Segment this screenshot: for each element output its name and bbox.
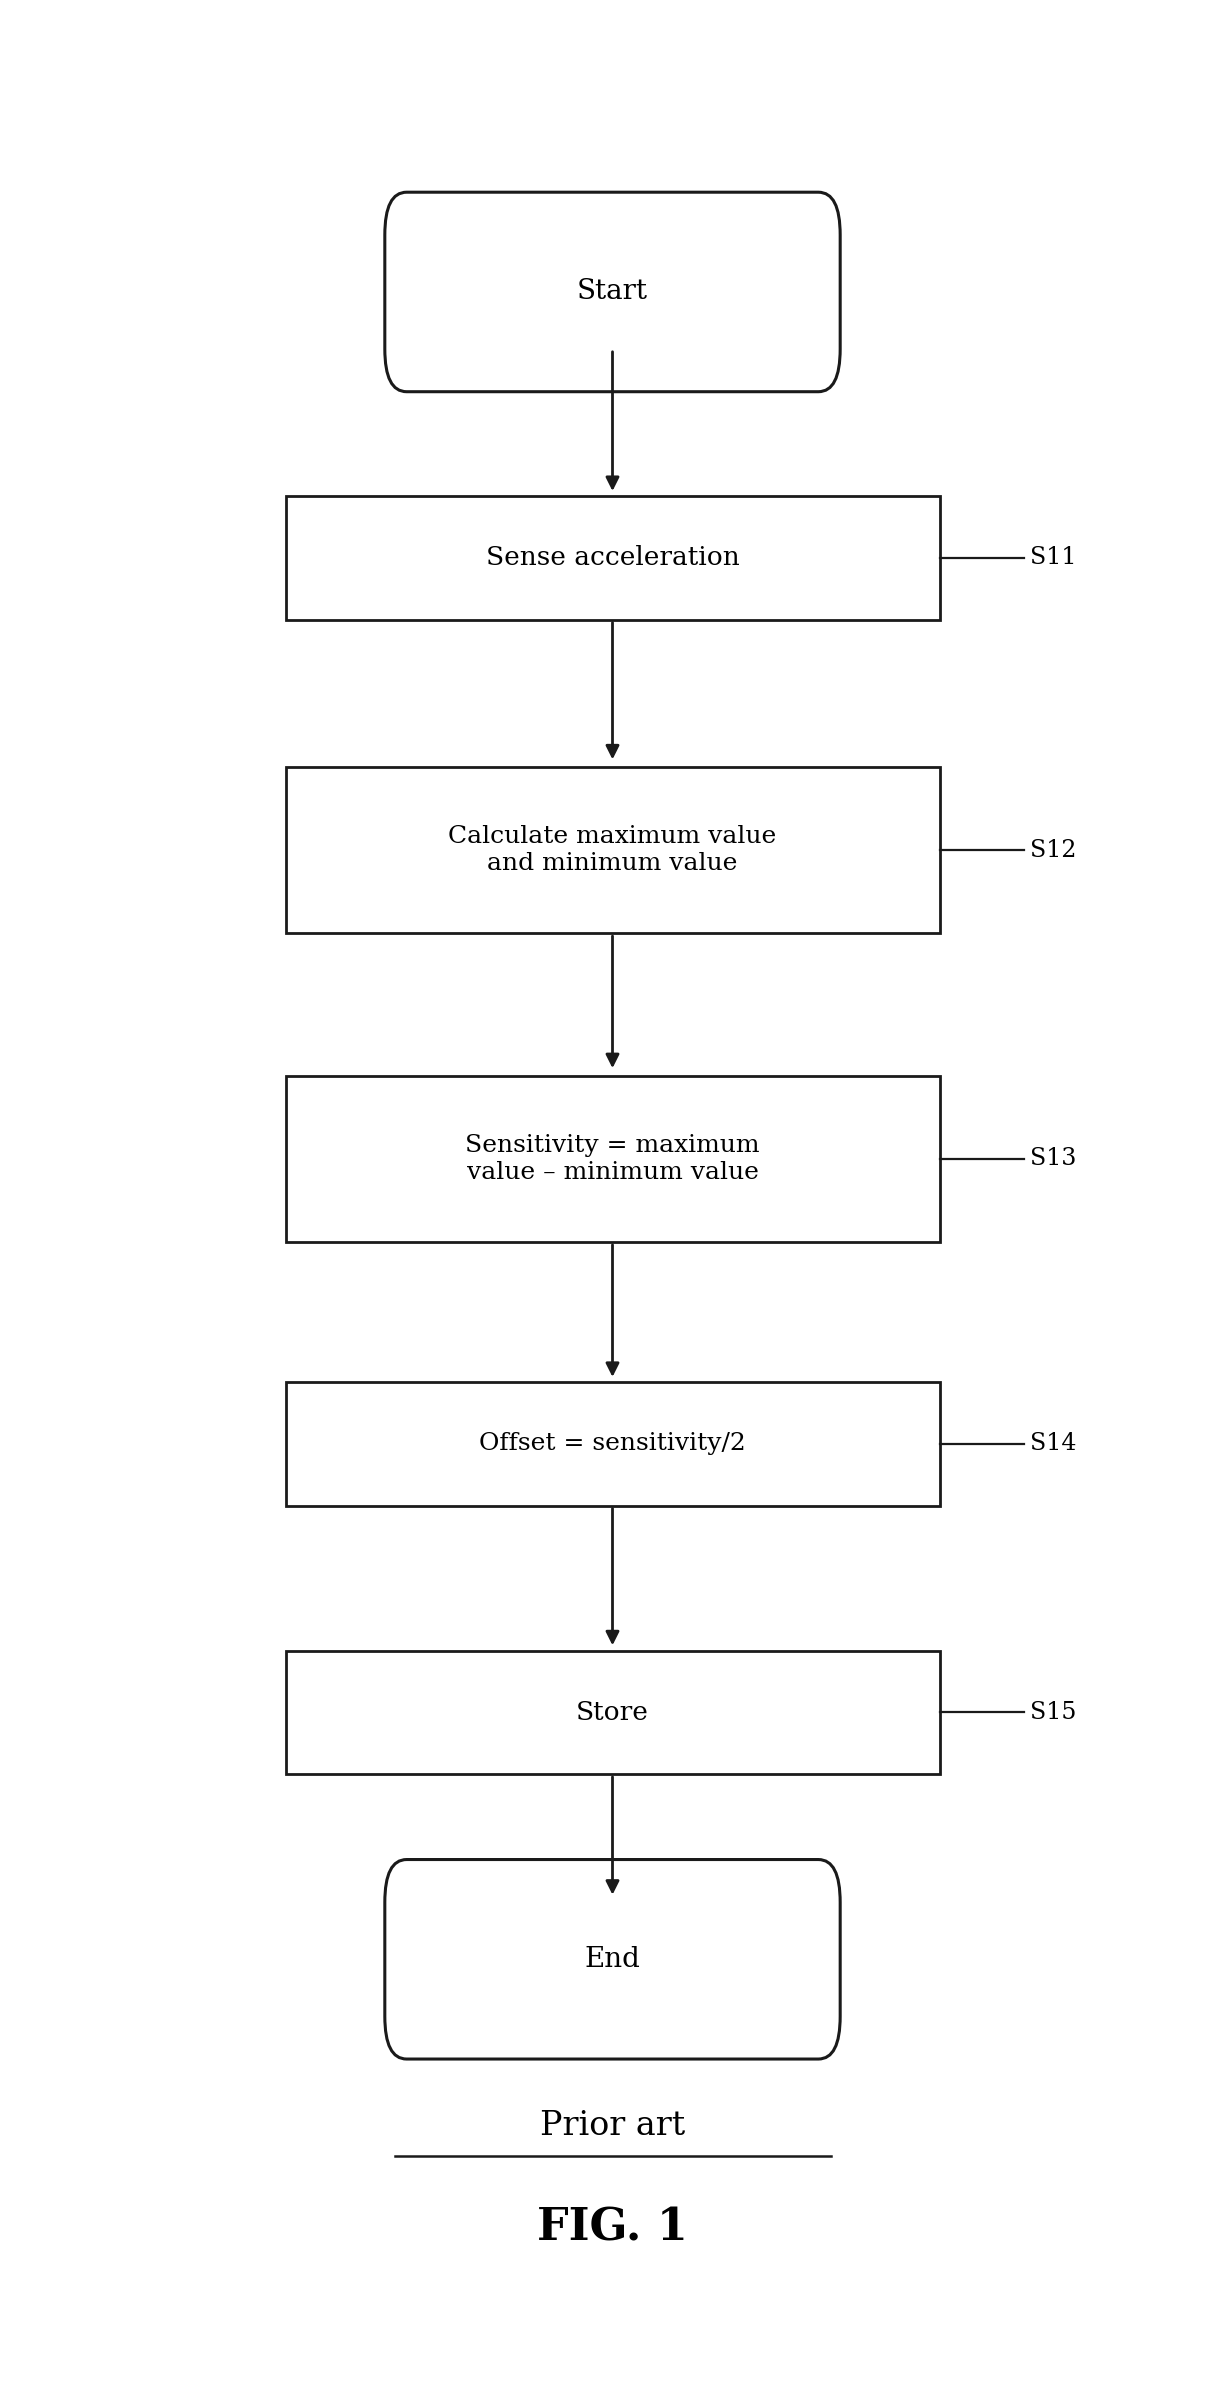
Text: FIG. 1: FIG. 1 — [537, 2205, 688, 2248]
FancyBboxPatch shape — [385, 1859, 840, 2059]
Text: Store: Store — [576, 1701, 649, 1725]
Text: S12: S12 — [1030, 839, 1077, 862]
Text: Sensitivity = maximum
value – minimum value: Sensitivity = maximum value – minimum va… — [466, 1135, 760, 1183]
Bar — [285, 1075, 940, 1242]
Text: Offset = sensitivity/2: Offset = sensitivity/2 — [479, 1433, 746, 1455]
Bar — [285, 767, 940, 934]
Bar — [285, 497, 940, 619]
Text: Start: Start — [577, 280, 648, 306]
Bar — [285, 1651, 940, 1775]
Text: S15: S15 — [1030, 1701, 1077, 1725]
Bar — [285, 1383, 940, 1505]
Text: S13: S13 — [1030, 1147, 1077, 1171]
FancyBboxPatch shape — [385, 191, 840, 392]
Text: Calculate maximum value
and minimum value: Calculate maximum value and minimum valu… — [448, 824, 777, 874]
Text: End: End — [584, 1945, 641, 1973]
Text: Prior art: Prior art — [540, 2109, 685, 2141]
Text: S11: S11 — [1030, 547, 1077, 569]
Text: Sense acceleration: Sense acceleration — [485, 545, 740, 571]
Text: S14: S14 — [1030, 1433, 1077, 1455]
